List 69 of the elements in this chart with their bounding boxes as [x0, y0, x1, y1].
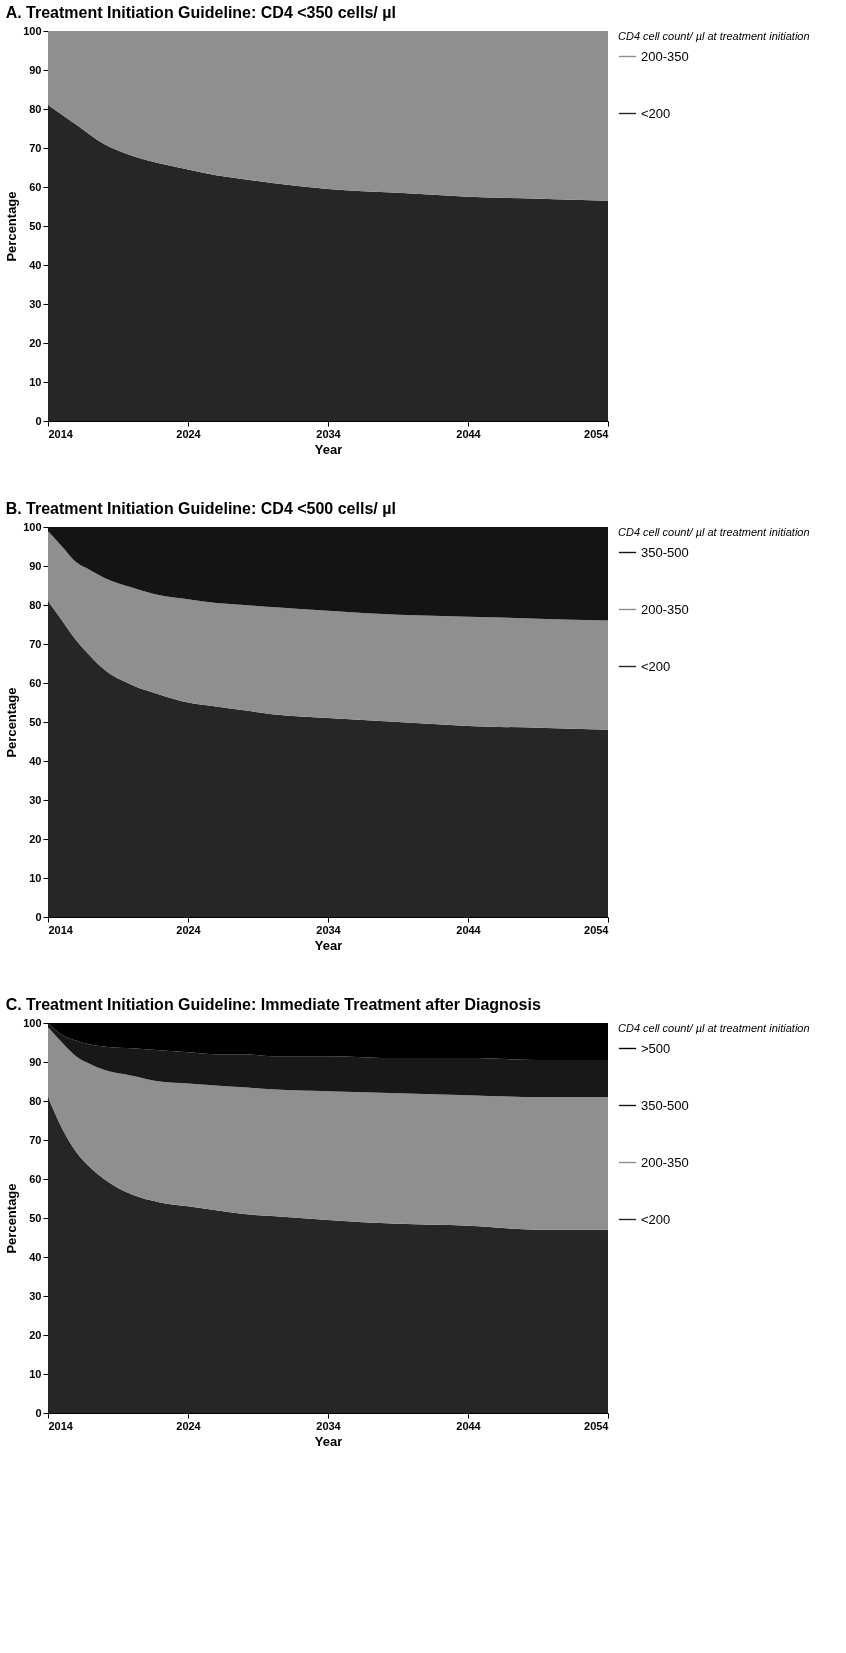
y-tick-label: 70	[29, 1133, 42, 1146]
y-tick-label: 30	[29, 793, 42, 806]
y-tick-label: 60	[29, 1172, 42, 1185]
y-tick-label: 100	[23, 1016, 42, 1029]
y-tick-label: 0	[35, 1406, 42, 1419]
y-tick-label: 90	[29, 559, 42, 572]
y-tick-label: 10	[29, 871, 42, 884]
legend-label: 350-500	[641, 1097, 689, 1113]
y-axis-title: Percentage	[4, 687, 20, 758]
y-tick-label: 40	[29, 258, 42, 271]
y-tick-label: 40	[29, 1250, 42, 1263]
y-tick-label: 50	[29, 1211, 42, 1224]
x-axis-title: Year	[314, 937, 343, 953]
y-tick-label: 60	[29, 180, 42, 193]
legend-label: 350-500	[641, 544, 689, 560]
legend-label: 200-350	[641, 1154, 689, 1170]
y-tick-label: 60	[29, 676, 42, 689]
legend-label: >500	[641, 1040, 671, 1056]
chart-title: B. Treatment Initiation Guideline: CD4 <500 cells/ µl	[5, 500, 396, 517]
legend-title: CD4 cell count/ µl at treatment initiation	[618, 30, 810, 42]
y-tick-label: 0	[35, 414, 42, 427]
x-tick-label: 2054	[584, 1419, 610, 1432]
x-tick-label: 2034	[316, 1419, 342, 1432]
y-tick-label: 30	[29, 1289, 42, 1302]
x-axis-title: Year	[314, 1433, 343, 1449]
y-tick-label: 20	[29, 832, 42, 845]
y-axis-title: Percentage	[4, 191, 20, 262]
chart-title: A. Treatment Initiation Guideline: CD4 <350 cells/ µl	[5, 4, 396, 21]
x-tick-label: 2034	[316, 427, 342, 440]
y-tick-label: 100	[23, 520, 42, 533]
y-tick-label: 20	[29, 336, 42, 349]
x-tick-label: 2044	[456, 427, 482, 440]
y-tick-label: 70	[29, 141, 42, 154]
y-tick-label: 0	[35, 910, 42, 923]
y-axis-title: Percentage	[4, 1183, 20, 1254]
legend-label: 200-350	[641, 601, 689, 617]
y-tick-label: 80	[29, 102, 42, 115]
legend-title: CD4 cell count/ µl at treatment initiation	[618, 526, 810, 538]
x-tick-label: 2054	[584, 923, 610, 936]
legend-label: 200-350	[641, 48, 689, 64]
legend-label: <200	[641, 658, 671, 674]
x-tick-label: 2014	[48, 1419, 74, 1432]
x-tick-label: 2024	[176, 427, 202, 440]
y-tick-label: 80	[29, 1094, 42, 1107]
y-tick-label: 30	[29, 297, 42, 310]
y-tick-label: 90	[29, 63, 42, 76]
y-tick-label: 10	[29, 375, 42, 388]
x-tick-label: 2024	[176, 923, 202, 936]
legend-title: CD4 cell count/ µl at treatment initiation	[618, 1022, 810, 1034]
y-tick-label: 10	[29, 1367, 42, 1380]
legend-label: <200	[641, 1211, 671, 1227]
y-tick-label: 80	[29, 598, 42, 611]
y-tick-label: 50	[29, 219, 42, 232]
x-axis-title: Year	[314, 441, 343, 457]
x-tick-label: 2014	[48, 427, 74, 440]
y-tick-label: 70	[29, 637, 42, 650]
x-tick-label: 2054	[584, 427, 610, 440]
y-tick-label: 90	[29, 1055, 42, 1068]
x-tick-label: 2034	[316, 923, 342, 936]
y-tick-label: 100	[23, 24, 42, 37]
legend-label: <200	[641, 105, 671, 121]
x-tick-label: 2014	[48, 923, 74, 936]
x-tick-label: 2044	[456, 923, 482, 936]
x-tick-label: 2044	[456, 1419, 482, 1432]
y-tick-label: 50	[29, 715, 42, 728]
x-tick-label: 2024	[176, 1419, 202, 1432]
chart-title: C. Treatment Initiation Guideline: Immediate Treatment after Diagnosis	[5, 996, 541, 1013]
y-tick-label: 20	[29, 1328, 42, 1341]
y-tick-label: 40	[29, 754, 42, 767]
